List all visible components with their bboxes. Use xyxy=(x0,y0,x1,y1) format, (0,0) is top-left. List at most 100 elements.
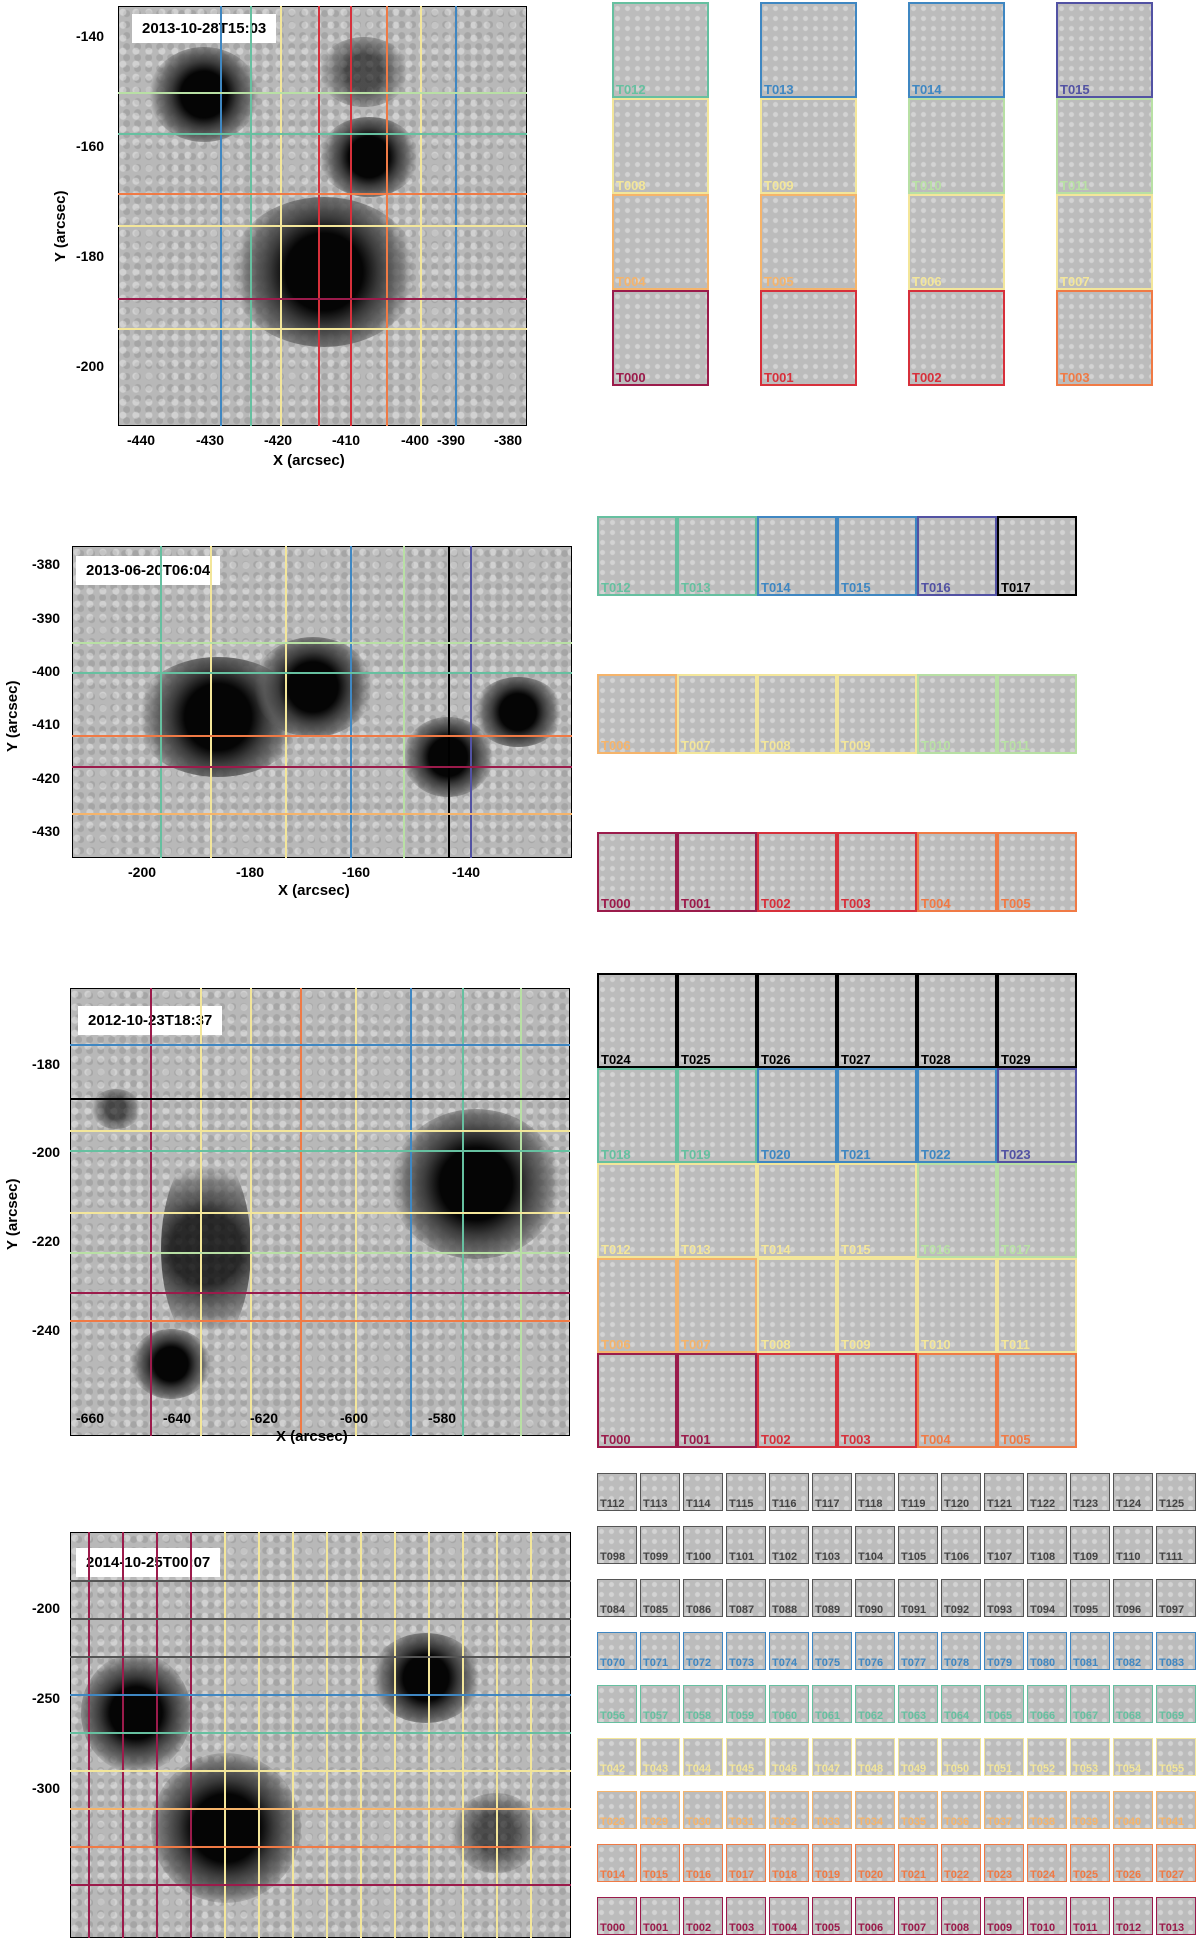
tile-t070: T070 xyxy=(597,1632,637,1670)
grid-line xyxy=(72,735,572,737)
tile-t112: T112 xyxy=(597,1473,637,1511)
tile-t020: T020 xyxy=(855,1844,895,1882)
grid-line xyxy=(70,1252,570,1254)
tile-label: T095 xyxy=(1073,1604,1099,1616)
tile-label: T075 xyxy=(815,1657,841,1669)
tile-t040: T040 xyxy=(1113,1791,1153,1829)
tile-t107: T107 xyxy=(984,1526,1024,1564)
tile-t016: T016 xyxy=(917,516,997,596)
tile-label: T114 xyxy=(686,1498,711,1510)
tile-label: T010 xyxy=(921,1337,951,1352)
tile-label: T006 xyxy=(601,738,631,753)
tile-label: T118 xyxy=(858,1498,883,1510)
y-tick: -200 xyxy=(32,1144,61,1160)
tile-t028: T028 xyxy=(917,973,997,1068)
tile-t121: T121 xyxy=(984,1473,1024,1511)
tile-label: T108 xyxy=(1030,1551,1056,1563)
tile-t013: T013 xyxy=(760,2,857,98)
tile-t011: T011 xyxy=(997,1258,1077,1353)
grid-line xyxy=(118,298,527,300)
tile-label: T012 xyxy=(1116,1922,1142,1934)
tile-label: T012 xyxy=(616,82,646,97)
timestamp: 2013-10-28T15:03 xyxy=(132,14,277,43)
grid-line xyxy=(360,1532,362,1938)
tile-label: T124 xyxy=(1116,1498,1142,1510)
tile-t009: T009 xyxy=(760,98,857,194)
tile-t089: T089 xyxy=(812,1579,852,1617)
tile-label: T033 xyxy=(815,1816,841,1828)
tile-t117: T117 xyxy=(812,1473,852,1511)
tile-t053: T053 xyxy=(1070,1738,1110,1776)
tile-label: T031 xyxy=(729,1816,755,1828)
tile-label: T036 xyxy=(944,1816,970,1828)
tile-label: T015 xyxy=(841,1242,871,1257)
x-tick: -420 xyxy=(264,432,293,448)
tile-label: T074 xyxy=(772,1657,798,1669)
tile-label: T020 xyxy=(858,1869,884,1881)
tile-t011: T011 xyxy=(997,674,1077,754)
x-tick: -580 xyxy=(428,1410,457,1426)
x-tick: -140 xyxy=(452,864,481,880)
tile-t002: T002 xyxy=(757,832,837,912)
tile-t125: T125 xyxy=(1156,1473,1196,1511)
tile-label: T010 xyxy=(1030,1922,1056,1934)
tile-t014: T014 xyxy=(757,1163,837,1258)
y-tick: -380 xyxy=(32,556,61,572)
tile-t003: T003 xyxy=(1056,290,1153,386)
tile-t068: T068 xyxy=(1113,1685,1153,1723)
x-tick: -620 xyxy=(250,1410,279,1426)
grid-line xyxy=(350,6,352,426)
tile-t090: T090 xyxy=(855,1579,895,1617)
tile-label: T026 xyxy=(761,1052,791,1067)
tile-label: T017 xyxy=(1001,1242,1031,1257)
tile-t026: T026 xyxy=(1113,1844,1153,1882)
grid-line xyxy=(118,92,527,94)
grid-line xyxy=(318,6,320,426)
tile-t073: T073 xyxy=(726,1632,766,1670)
tile-label: T053 xyxy=(1073,1763,1099,1775)
tile-t083: T083 xyxy=(1156,1632,1196,1670)
tile-t024: T024 xyxy=(1027,1844,1067,1882)
tile-label: T058 xyxy=(686,1710,712,1722)
tile-label: T106 xyxy=(944,1551,970,1563)
tile-label: T101 xyxy=(729,1551,755,1563)
tile-t105: T105 xyxy=(898,1526,938,1564)
sunspot xyxy=(149,47,259,142)
tile-label: T002 xyxy=(912,370,942,385)
tile-label: T030 xyxy=(686,1816,712,1828)
y-tick: -200 xyxy=(32,1600,61,1616)
tile-label: T005 xyxy=(1001,1432,1031,1447)
grid-line xyxy=(420,6,422,426)
tile-label: T007 xyxy=(901,1922,927,1934)
tile-t002: T002 xyxy=(683,1897,723,1935)
tile-label: T000 xyxy=(601,896,631,911)
tile-label: T077 xyxy=(901,1657,927,1669)
grid-line xyxy=(448,546,450,858)
grid-line xyxy=(70,1044,570,1046)
tile-t067: T067 xyxy=(1070,1685,1110,1723)
tile-t012: T012 xyxy=(1113,1897,1153,1935)
grid-line xyxy=(496,1532,498,1938)
tile-t075: T075 xyxy=(812,1632,852,1670)
tile-t077: T077 xyxy=(898,1632,938,1670)
x-tick: -410 xyxy=(332,432,361,448)
grid-line xyxy=(70,1846,571,1848)
tile-t088: T088 xyxy=(769,1579,809,1617)
x-axis-label: X (arcsec) xyxy=(276,1428,348,1445)
tile-label: T029 xyxy=(643,1816,669,1828)
tile-label: T079 xyxy=(987,1657,1013,1669)
tile-label: T017 xyxy=(729,1869,755,1881)
tile-label: T066 xyxy=(1030,1710,1056,1722)
x-tick: -200 xyxy=(128,864,157,880)
grid-line xyxy=(72,813,572,815)
tile-label: T000 xyxy=(616,370,646,385)
tile-t008: T008 xyxy=(941,1897,981,1935)
tile-t011: T011 xyxy=(1070,1897,1110,1935)
tile-t001: T001 xyxy=(640,1897,680,1935)
tile-label: T022 xyxy=(944,1869,970,1881)
tile-label: T020 xyxy=(761,1147,791,1162)
tile-t076: T076 xyxy=(855,1632,895,1670)
grid-line xyxy=(280,6,282,426)
tile-label: T014 xyxy=(761,1242,791,1257)
grid-line xyxy=(70,1292,570,1294)
